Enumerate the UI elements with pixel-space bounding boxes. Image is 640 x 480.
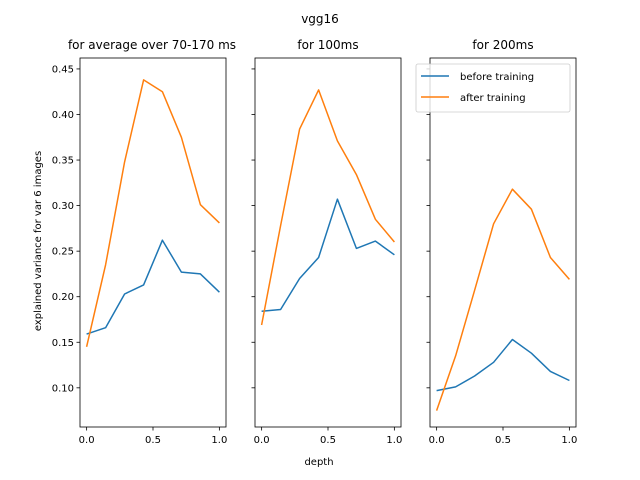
y-axis-label: explained variance for var 6 images bbox=[33, 151, 44, 331]
subplot-1: for average over 70-170 ms 0.10 0.15 0.20 0.… bbox=[52, 38, 236, 446]
subplot-title: for average over 70-170 ms bbox=[68, 38, 236, 52]
x-tick-label: 0.5 bbox=[495, 435, 511, 446]
axes-frame bbox=[254, 57, 402, 428]
y-tick-label: 0.15 bbox=[52, 338, 74, 349]
x-tick-label: 0.5 bbox=[320, 435, 336, 446]
axes-frame bbox=[429, 57, 577, 428]
series-line-before-training bbox=[86, 239, 220, 335]
subplot-title: for 100ms bbox=[297, 38, 358, 52]
figure-suptitle: vgg16 bbox=[301, 12, 339, 26]
legend: before training after training bbox=[415, 63, 571, 113]
y-tick-label: 0.40 bbox=[52, 110, 74, 121]
x-tick-label: 0.0 bbox=[79, 435, 95, 446]
y-tick-label: 0.20 bbox=[52, 292, 74, 303]
x-tick-label: 0.0 bbox=[254, 435, 270, 446]
series-line-after-training bbox=[435, 188, 570, 411]
x-axis-label: depth bbox=[304, 457, 333, 468]
legend-label: after training bbox=[460, 93, 526, 104]
x-tick-label: 1.0 bbox=[386, 435, 402, 446]
y-tick-label: 0.25 bbox=[52, 247, 74, 258]
y-tick-label: 0.10 bbox=[52, 383, 74, 394]
series-line-before-training bbox=[436, 338, 570, 392]
subplot-title: for 200ms bbox=[472, 38, 533, 52]
series-line-after-training bbox=[85, 79, 220, 347]
series-line-after-training bbox=[260, 89, 395, 326]
series-line-before-training bbox=[261, 198, 395, 313]
x-tick-label: 0.0 bbox=[429, 435, 445, 446]
x-tick-label: 1.0 bbox=[211, 435, 227, 446]
x-tick-label: 0.5 bbox=[145, 435, 161, 446]
x-tick-label: 1.0 bbox=[561, 435, 577, 446]
legend-label: before training bbox=[460, 72, 534, 83]
y-tick-label: 0.45 bbox=[52, 64, 74, 75]
axes-frame bbox=[79, 57, 227, 428]
y-tick-label: 0.35 bbox=[52, 156, 74, 167]
y-tick-label: 0.30 bbox=[52, 201, 74, 212]
subplot-2: for 100ms 0.0 0.5 1.0 bbox=[251, 38, 402, 446]
panels: for average over 70-170 ms 0.10 0.15 0.20 0.… bbox=[52, 38, 578, 446]
legend-box bbox=[415, 63, 571, 113]
subplot-3: for 200ms 0.0 0.5 1.0 before training after t… bbox=[415, 38, 577, 446]
